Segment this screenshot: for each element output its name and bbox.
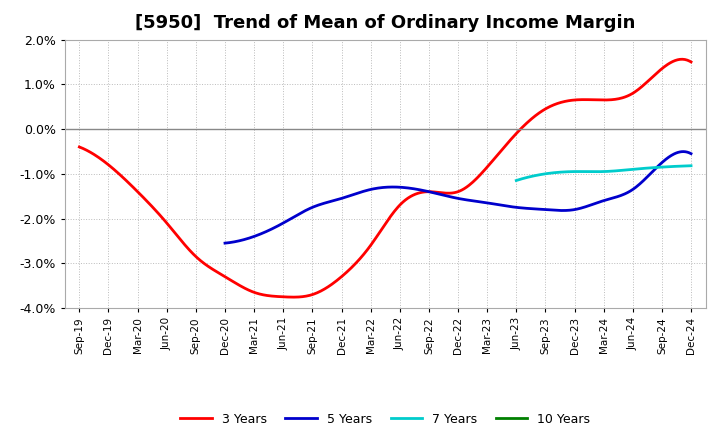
5 Years — [445, 194, 454, 199]
7 Years — [596, 169, 605, 174]
5 Years — [498, 203, 507, 208]
7 Years — [683, 163, 691, 169]
Legend: 3 Years, 5 Years, 7 Years, 10 Years: 3 Years, 5 Years, 7 Years, 10 Years — [176, 407, 595, 431]
5 Years — [679, 149, 688, 154]
5 Years — [675, 149, 684, 154]
3 Years — [687, 59, 696, 65]
7 Years — [595, 169, 603, 174]
5 Years — [603, 197, 611, 202]
5 Years — [442, 193, 451, 198]
3 Years — [371, 237, 379, 242]
Line: 3 Years: 3 Years — [79, 59, 691, 297]
Title: [5950]  Trend of Mean of Ordinary Income Margin: [5950] Trend of Mean of Ordinary Income … — [135, 15, 635, 33]
7 Years — [606, 169, 615, 174]
3 Years — [577, 97, 586, 102]
7 Years — [687, 163, 696, 169]
3 Years — [366, 242, 375, 247]
3 Years — [441, 191, 449, 196]
5 Years — [473, 199, 482, 204]
Line: 5 Years: 5 Years — [225, 152, 691, 243]
5 Years — [220, 241, 229, 246]
7 Years — [616, 168, 625, 173]
3 Years — [289, 294, 298, 300]
3 Years — [673, 57, 682, 62]
3 Years — [678, 57, 687, 62]
3 Years — [408, 193, 416, 198]
7 Years — [655, 165, 664, 170]
7 Years — [512, 178, 521, 183]
Line: 7 Years: 7 Years — [516, 166, 691, 180]
3 Years — [75, 144, 84, 150]
5 Years — [687, 151, 696, 156]
